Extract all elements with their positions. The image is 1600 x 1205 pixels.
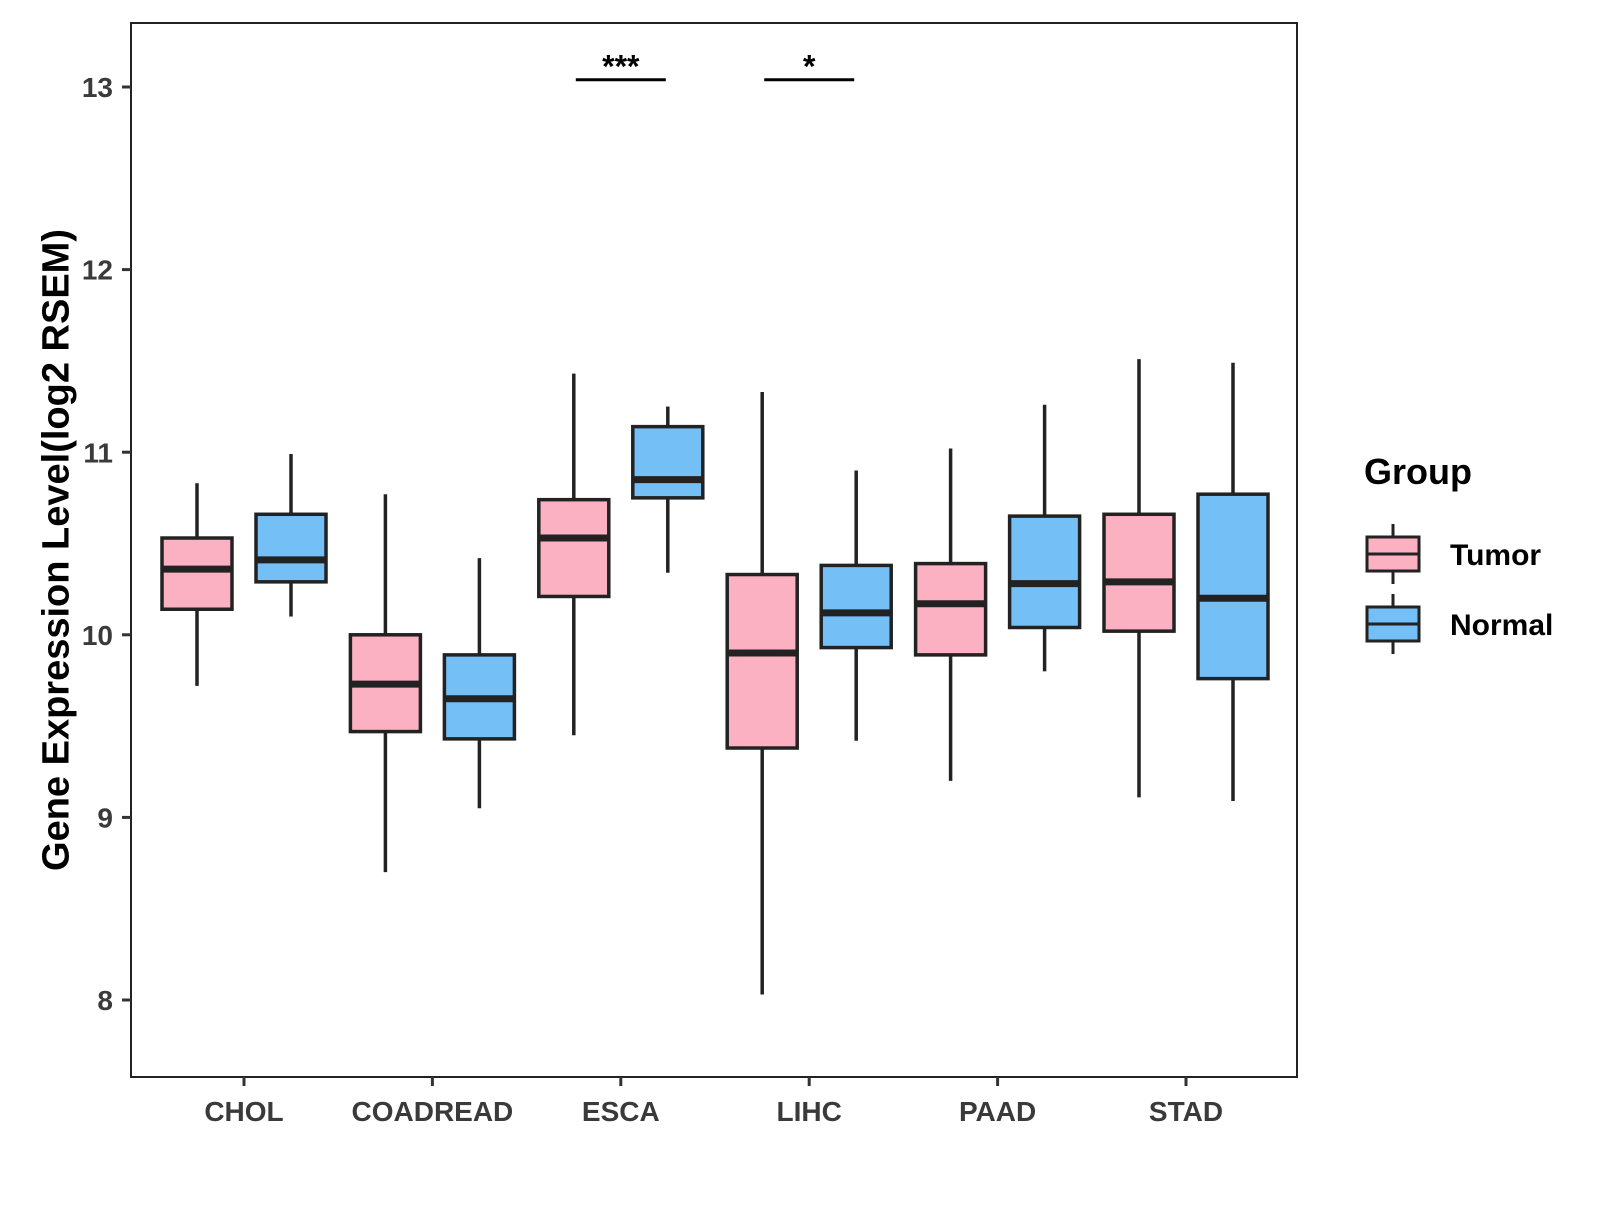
box-normal: [254, 454, 328, 617]
significance-label: ***: [602, 49, 640, 85]
x-tick-label: ESCA: [582, 1096, 660, 1127]
x-tick-label: CHOL: [204, 1096, 283, 1127]
y-tick-label: 9: [97, 802, 113, 833]
box-tumor: [537, 373, 611, 736]
box-normal: [1196, 362, 1270, 801]
y-tick-label: 8: [97, 985, 113, 1016]
legend-label-tumor: Tumor: [1450, 539, 1541, 572]
legend-title: Group: [1364, 451, 1472, 492]
box-tumor: [348, 494, 423, 873]
x-tick-label: STAD: [1149, 1096, 1223, 1127]
box-normal: [819, 470, 893, 741]
legend: Group Tumor Normal: [1364, 451, 1553, 654]
boxes-layer: [160, 359, 1270, 995]
box-iqr: [725, 572, 799, 750]
box-tumor: [913, 448, 988, 781]
x-tick-label: LIHC: [777, 1096, 842, 1127]
box-iqr: [631, 424, 705, 500]
box-iqr: [1102, 512, 1176, 633]
box-normal: [631, 406, 705, 573]
box-iqr: [819, 563, 893, 650]
box-tumor: [160, 483, 234, 686]
x-axis: CHOL COADREAD ESCA LIHC PAAD STAD: [204, 1077, 1223, 1127]
box-iqr: [254, 512, 328, 584]
box-normal: [442, 558, 517, 809]
box-tumor: [1102, 359, 1176, 798]
box-iqr: [1196, 492, 1270, 681]
y-tick-label: 13: [82, 72, 113, 103]
y-axis-title: Gene Expression Level(log2 RSEM): [35, 229, 77, 871]
y-tick-label: 12: [82, 255, 113, 286]
box-iqr: [160, 536, 234, 611]
significance-label: *: [803, 49, 816, 85]
x-tick-label: PAAD: [959, 1096, 1036, 1127]
box-iqr: [913, 561, 988, 657]
box-tumor: [725, 391, 799, 995]
y-tick-label: 10: [82, 620, 113, 651]
box-iqr: [537, 497, 611, 599]
legend-label-normal: Normal: [1450, 609, 1553, 642]
box-normal: [1007, 404, 1082, 672]
y-tick-label: 11: [83, 437, 113, 468]
x-tick-label: COADREAD: [352, 1096, 514, 1127]
y-axis: 8 9 10 11 12 13: [82, 72, 131, 1016]
significance-annotations: *** *: [575, 49, 855, 85]
box-iqr: [1007, 514, 1082, 630]
